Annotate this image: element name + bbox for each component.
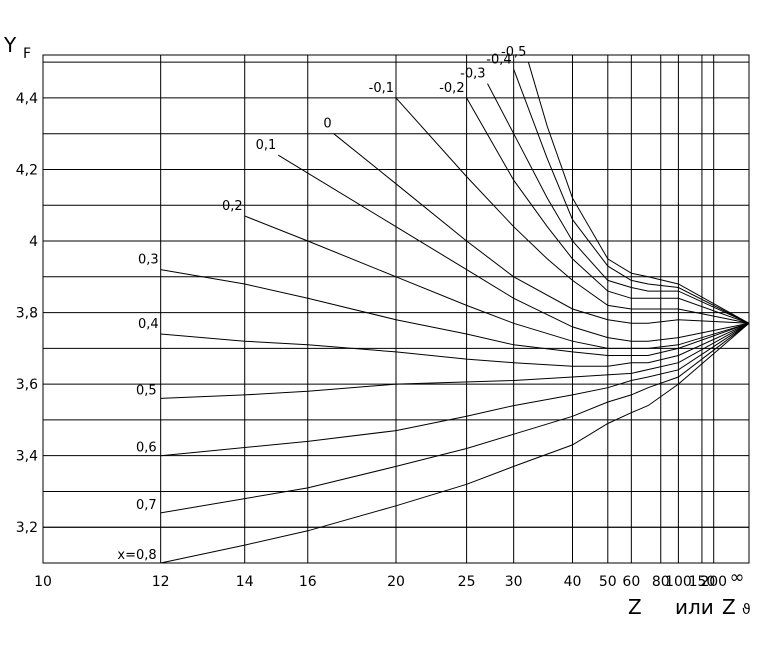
series-label: -0,3 [460,67,485,82]
y-tick-label: 4,4 [16,91,38,107]
x-tick-label: 80 [652,574,670,590]
x-axis-title-alt-subscript: ϑ [742,602,751,618]
chart-curve-labels: -0,5-0,4-0,3-0,2 -0,1 0 0,1 0,2 0,3 0,4 0,5 0,6 0… [117,45,526,563]
series-line [395,97,750,324]
x-tick-label: ∞ [730,567,745,588]
series-label: -0,1 [369,81,394,96]
x-tick-label: 150 [689,574,716,590]
series-line [160,322,750,514]
series-line [333,133,750,324]
y-tick-label: 3,2 [16,520,38,536]
x-axis-title-alt: Z [722,595,736,619]
series-line [513,69,750,324]
series-line [487,83,750,324]
series-label: -0,4 [486,52,511,67]
x-tick-label: 20 [387,574,405,590]
x-tick-label: 10 [34,574,52,590]
series-label: x=0,8 [117,548,156,563]
x-tick-label: 14 [236,574,254,590]
series-label: -0,2 [439,81,464,96]
x-tick-label: 12 [152,574,170,590]
series-line [160,322,750,457]
x-tick-label: 200 [700,574,727,590]
x-tick-label: 16 [299,574,317,590]
series-label: 0,6 [136,441,157,456]
series-line [160,322,750,564]
x-tick-label: 60 [622,574,640,590]
x-tick-label: 100 [665,574,692,590]
x-axis-title: Z [628,595,642,619]
series-line [244,215,750,349]
y-tick-label: 3,6 [16,377,38,393]
chart-curves [160,62,750,564]
x-tick-label: 30 [505,574,523,590]
y-tick-label: 4 [29,234,38,250]
x-tick-label: 25 [458,574,476,590]
series-line [160,322,750,399]
y-tick-label: 3,8 [16,306,38,322]
y-axis-title: Y [3,33,17,57]
series-label: 0,5 [136,383,157,398]
series-label: 0,1 [256,138,277,153]
y-tick-label: 3,4 [16,449,38,465]
series-label: -0,5 [501,45,526,60]
y-axis-title-subscript: F [23,46,31,62]
series-label: 0,7 [136,498,157,513]
y-tick-label: 4,2 [16,162,38,178]
series-line [278,154,750,342]
series-line [466,97,750,324]
series-line [527,62,750,324]
series-line [160,322,750,367]
series-line [160,269,750,356]
x-tick-label: 50 [599,574,617,590]
series-label: 0,4 [138,317,159,332]
series-label: 0,2 [222,199,243,214]
x-tick-label: 40 [564,574,582,590]
series-label: 0,3 [138,253,159,268]
series-label: 0 [323,117,331,132]
x-axis-title-connector: или [675,595,714,619]
